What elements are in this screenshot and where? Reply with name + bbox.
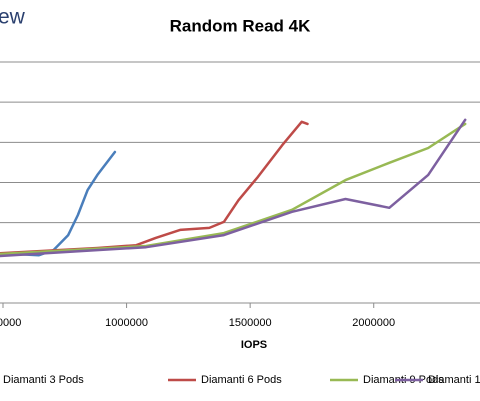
x-axis-title: IOPS	[241, 339, 267, 351]
legend-label: Diamanti 6 Pods	[201, 374, 282, 386]
x-tick-label: 500000	[0, 317, 21, 329]
x-tick-label: 1500000	[229, 317, 272, 329]
series-line	[0, 122, 467, 256]
x-tick-label: 2000000	[352, 317, 395, 329]
x-tick-label: 1000000	[105, 317, 148, 329]
legend-label: Diamanti 12	[428, 374, 480, 386]
series-line	[0, 150, 117, 257]
series-line	[0, 118, 467, 258]
logo-text: ew	[0, 6, 26, 29]
legend-label: Diamanti 3 Pods	[3, 374, 84, 386]
chart-title: Random Read 4K	[170, 16, 311, 35]
series-line	[0, 120, 309, 255]
